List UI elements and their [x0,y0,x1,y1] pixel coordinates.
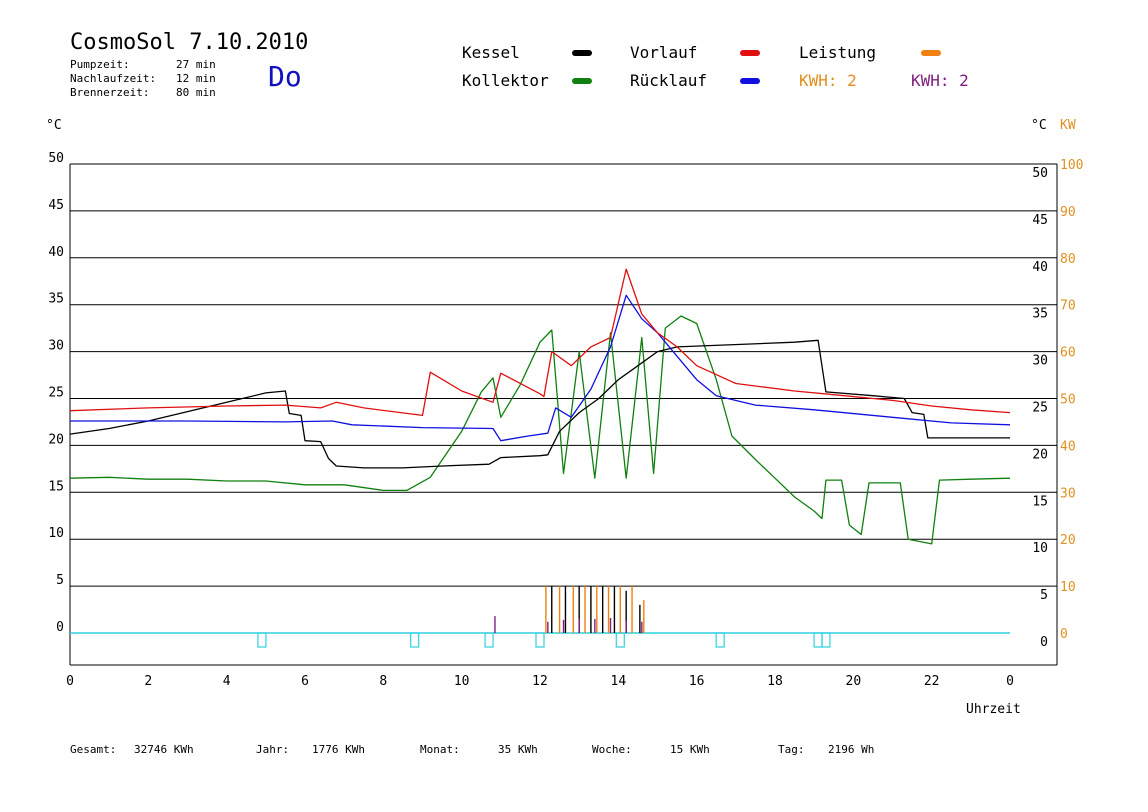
x-tick-2: 4 [223,674,231,689]
y-tick-left-25: 25 [48,386,64,401]
series-ruecklauf [70,294,1011,442]
y2-tick-50: 50 [1060,393,1076,408]
y2-tick-70: 70 [1060,299,1076,314]
stat-value-nachlaufzeit: 12 min [176,72,216,85]
y-tick-right-5: 5 [1040,588,1048,603]
y-tick-left-10: 10 [48,526,64,541]
legend-ruecklauf-swatch [740,78,760,84]
legend-leistung-swatch [921,50,941,56]
stat-label-brennerzeit: Brennerzeit: [70,86,150,99]
footer-woche-label: Woche: [592,743,632,756]
footer-gesamt-value: 32746 KWh [134,743,194,756]
chart-title: CosmoSol 7.10.2010 [70,30,309,55]
y2-tick-0: 0 [1060,627,1068,642]
y-tick-left-0: 0 [56,620,64,635]
cyan-mark-0 [257,632,267,648]
y-tick-right-15: 15 [1032,494,1048,509]
y-tick-right-35: 35 [1032,307,1048,322]
y2-tick-90: 90 [1060,205,1076,220]
y2-tick-20: 20 [1060,533,1076,548]
y-tick-right-25: 25 [1032,401,1048,416]
legend-kollektor-swatch [572,78,592,84]
y-tick-right-40: 40 [1032,260,1048,275]
y2-tick-80: 80 [1060,252,1076,267]
x-tick-5: 10 [454,674,470,689]
cyan-mark-5 [715,632,725,648]
legend-leistung-label: Leistung [799,43,877,62]
x-tick-8: 16 [689,674,705,689]
x-tick-7: 14 [611,674,627,689]
cyan-mark-6 [813,632,823,648]
x-tick-4: 8 [379,674,387,689]
y-tick-right-20: 20 [1032,447,1048,462]
y-tick-left-5: 5 [56,573,64,588]
y-tick-right-30: 30 [1032,354,1048,369]
y2-tick-30: 30 [1060,486,1076,501]
stat-label-nachlaufzeit: Nachlaufzeit: [70,72,157,85]
x-tick-6: 12 [532,674,548,689]
y-tick-left-35: 35 [48,292,64,307]
footer-jahr-label: Jahr: [256,743,290,756]
x-tick-3: 6 [301,674,309,689]
y2-tick-10: 10 [1060,580,1076,595]
y2-tick-100: 100 [1060,158,1083,173]
cyan-mark-2 [484,632,494,648]
legend-vorlauf-swatch [740,50,760,56]
y-tick-right-10: 10 [1032,541,1048,556]
x-axis-label: Uhrzeit [966,702,1021,717]
right-axis-unit-kw: KW [1060,118,1076,133]
x-tick-9: 18 [767,674,783,689]
chart-bursts [494,586,645,633]
y2-tick-60: 60 [1060,346,1076,361]
footer-woche-value: 15 KWh [670,743,710,756]
cyan-mark-1 [410,632,420,648]
footer-gesamt-label: Gesamt: [70,743,117,756]
cyan-mark-7 [821,632,831,648]
footer-monat-label: Monat: [420,743,460,756]
legend-kollektor-label: Kollektor [462,71,549,90]
legend-kwh-purple: KWH: 2 [911,71,969,90]
legend-kessel-label: Kessel [462,43,520,62]
cyan-mark-3 [535,632,545,648]
x-tick-0: 0 [66,674,74,689]
series-vorlauf [69,268,1011,417]
y-tick-right-0: 0 [1040,635,1048,650]
footer-monat-value: 35 KWh [498,743,538,756]
chart-ticks: 0005510101020151530202040252550303060353… [48,151,1083,689]
y-tick-left-30: 30 [48,339,64,354]
y-tick-left-20: 20 [48,432,64,447]
y-tick-left-50: 50 [48,151,64,166]
stat-label-pumpzeit: Pumpzeit: [70,58,130,71]
x-tick-1: 2 [144,674,152,689]
y-tick-right-50: 50 [1032,166,1048,181]
stat-value-pumpzeit: 27 min [176,58,216,71]
y-tick-left-15: 15 [48,479,64,494]
legend-vorlauf-label: Vorlauf [630,43,698,62]
weekday-label: Do [268,60,302,93]
cyan-mark-4 [615,632,625,648]
legend-ruecklauf-label: Rücklauf [630,71,708,90]
stat-value-brennerzeit: 80 min [176,86,216,99]
x-tick-11: 22 [924,674,940,689]
chart-grid [69,163,1058,666]
y2-tick-40: 40 [1060,439,1076,454]
footer-tag-value: 2196 Wh [828,743,875,756]
x-tick-10: 20 [846,674,862,689]
footer-jahr-value: 1776 KWh [312,743,365,756]
chart-series [69,268,1011,648]
series-kessel [69,339,1010,469]
legend-kessel-swatch [572,50,592,56]
y-tick-right-45: 45 [1032,213,1048,228]
y-tick-left-40: 40 [48,245,64,260]
footer-tag-label: Tag: [778,743,805,756]
legend-kwh-orange: KWH: 2 [799,71,857,90]
x-tick-12: 0 [1006,674,1014,689]
series-kollektor [69,315,1011,545]
right-axis-unit: °C [1031,118,1047,133]
left-axis-unit: °C [46,118,62,133]
y-tick-left-45: 45 [48,198,64,213]
